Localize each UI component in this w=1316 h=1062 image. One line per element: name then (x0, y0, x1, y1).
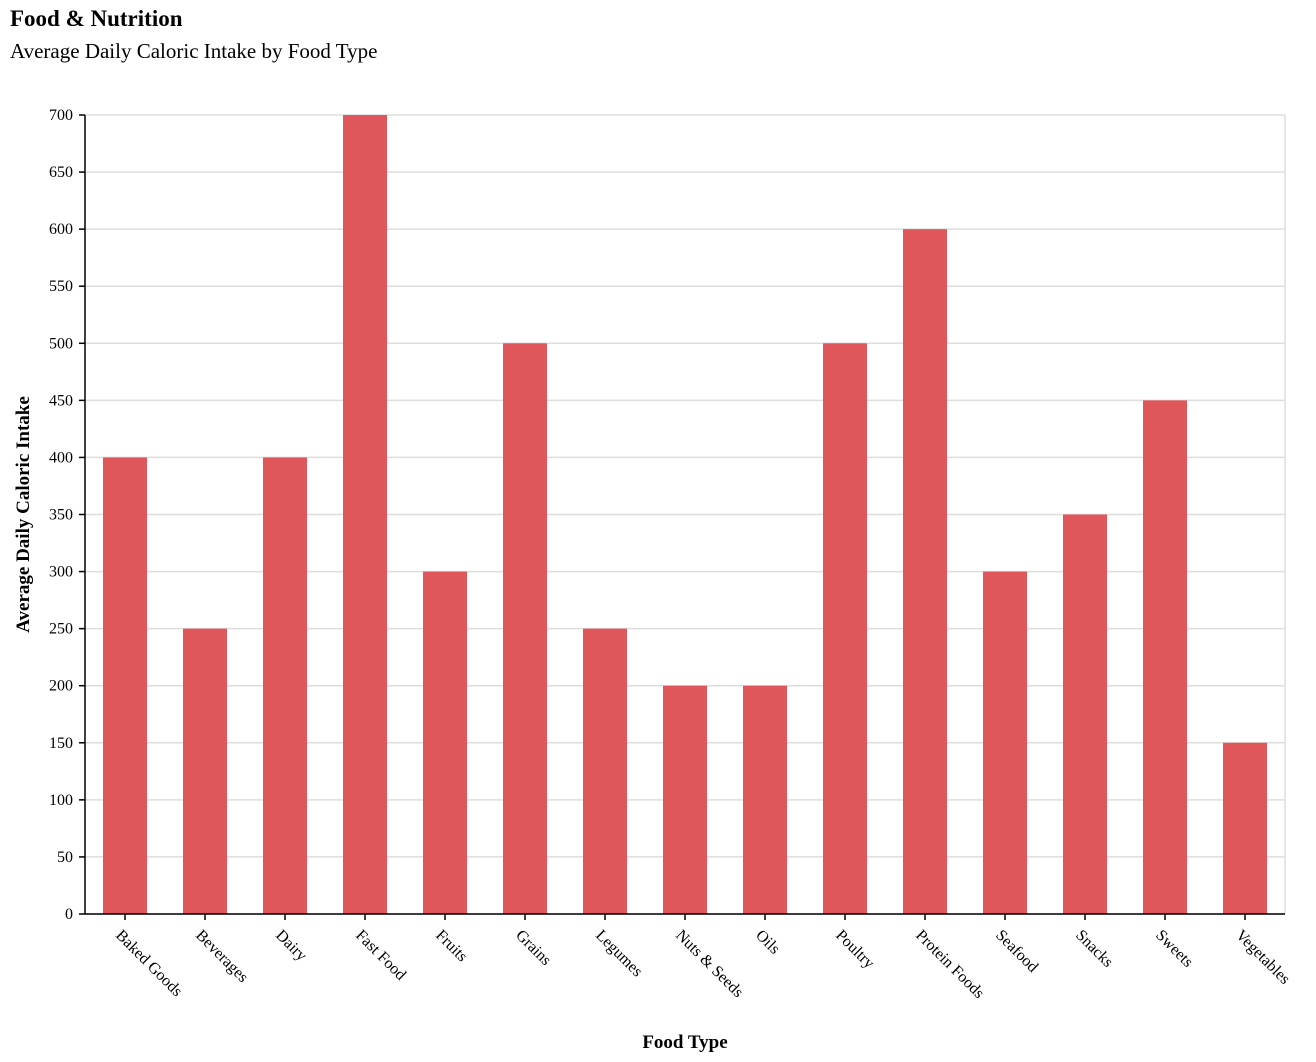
y-tick-label: 150 (49, 735, 73, 752)
bar (1063, 514, 1107, 914)
x-axis-ticks: Baked Goods Beverages Dairy Fast Food Fruits… (112, 914, 1293, 1002)
x-tick-label: Fast Food (352, 927, 409, 984)
x-tick-label: Snacks (1072, 927, 1116, 971)
chart-subtitle: Average Daily Caloric Intake by Food Typ… (10, 39, 378, 63)
x-tick-label: Beverages (192, 927, 251, 986)
bar (663, 685, 707, 914)
y-tick-label: 400 (49, 449, 73, 466)
y-tick-label: 550 (49, 278, 73, 295)
x-axis-title: Food Type (642, 1032, 727, 1053)
bar (343, 115, 387, 914)
bar (183, 628, 227, 914)
bar (983, 571, 1027, 914)
bar (103, 457, 147, 914)
bar (583, 628, 627, 914)
x-tick-label: Baked Goods (112, 927, 185, 1000)
bar (263, 457, 307, 914)
y-tick-label: 600 (49, 221, 73, 238)
x-tick-label: Grains (512, 927, 554, 969)
x-tick-label: Poultry (832, 927, 877, 972)
y-tick-label: 500 (49, 335, 73, 352)
x-tick-label: Nuts & Seeds (672, 927, 746, 1001)
bar (903, 229, 947, 915)
bar (743, 685, 787, 914)
y-tick-label: 250 (49, 621, 73, 638)
bars (103, 115, 1267, 915)
y-tick-label: 200 (49, 678, 73, 695)
y-axis-ticks: 0 50 100 150 200 250 300 350 400 450 500 550 600 650 7… (49, 107, 85, 923)
x-tick-label: Seafood (992, 927, 1041, 976)
x-tick-label: Dairy (272, 927, 310, 965)
x-tick-label: Oils (752, 927, 783, 958)
x-tick-label: Fruits (432, 927, 470, 965)
x-tick-label: Vegetables (1232, 927, 1293, 988)
y-axis-title: Average Daily Caloric Intake (13, 396, 34, 633)
chart-title: Food & Nutrition (10, 6, 183, 31)
bar (1223, 742, 1267, 914)
y-tick-label: 300 (49, 564, 73, 581)
y-tick-label: 450 (49, 392, 73, 409)
bar (823, 343, 867, 914)
y-tick-label: 50 (57, 849, 73, 866)
bar (1143, 400, 1187, 914)
y-tick-label: 0 (65, 906, 73, 923)
y-tick-label: 700 (49, 107, 73, 124)
bar (423, 571, 467, 914)
bar (503, 343, 547, 914)
x-tick-label: Sweets (1152, 927, 1196, 971)
y-tick-label: 350 (49, 507, 73, 524)
x-tick-label: Protein Foods (912, 927, 987, 1002)
y-tick-label: 100 (49, 792, 73, 809)
x-tick-label: Legumes (592, 927, 645, 980)
y-tick-label: 650 (49, 164, 73, 181)
